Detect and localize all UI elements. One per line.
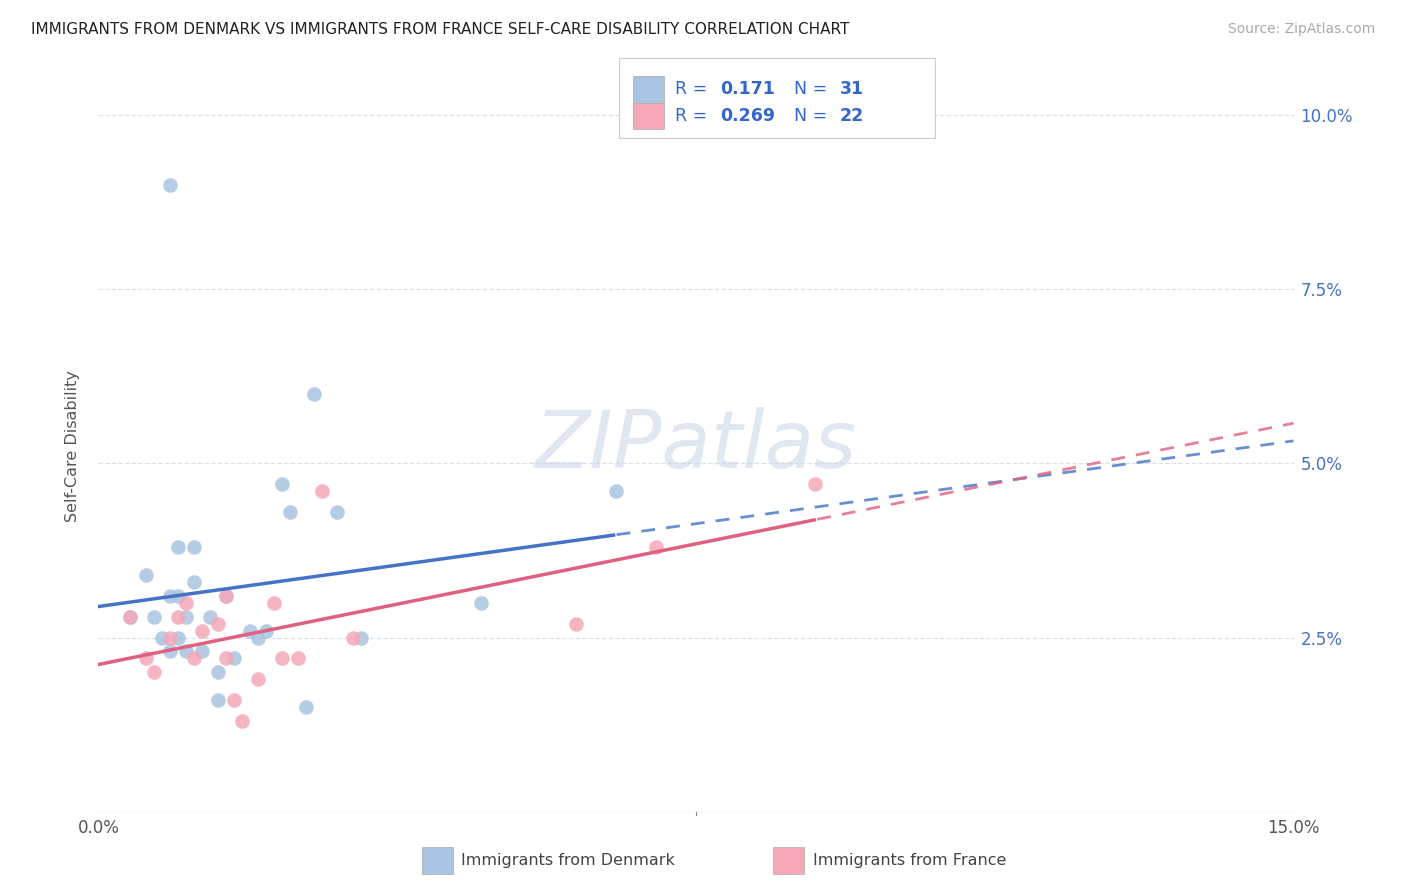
- Point: [183, 574, 205, 589]
- Point: [342, 631, 364, 645]
- Point: [254, 624, 277, 638]
- Text: N =: N =: [794, 107, 834, 125]
- Point: [222, 693, 245, 707]
- Point: [804, 477, 827, 491]
- Point: [159, 644, 181, 658]
- Point: [167, 540, 190, 554]
- Point: [287, 651, 309, 665]
- Text: 0.171: 0.171: [720, 80, 775, 98]
- Point: [191, 644, 214, 658]
- Point: [565, 616, 588, 631]
- Point: [326, 505, 349, 519]
- Point: [231, 714, 253, 728]
- Point: [120, 609, 142, 624]
- Point: [120, 609, 142, 624]
- Point: [143, 609, 166, 624]
- Point: [246, 673, 269, 687]
- Point: [246, 631, 269, 645]
- Point: [278, 505, 301, 519]
- Point: [191, 624, 214, 638]
- Point: [470, 596, 492, 610]
- Point: [198, 609, 221, 624]
- Point: [270, 477, 292, 491]
- Point: [167, 631, 190, 645]
- Point: [159, 631, 181, 645]
- Point: [207, 665, 229, 680]
- Point: [174, 609, 197, 624]
- Point: [135, 567, 157, 582]
- Text: ZIPatlas: ZIPatlas: [534, 407, 858, 485]
- Point: [215, 589, 238, 603]
- Point: [302, 386, 325, 401]
- Point: [150, 631, 173, 645]
- Point: [605, 484, 627, 499]
- Text: N =: N =: [794, 80, 834, 98]
- Text: Source: ZipAtlas.com: Source: ZipAtlas.com: [1227, 22, 1375, 37]
- Text: R =: R =: [675, 107, 713, 125]
- Text: Immigrants from France: Immigrants from France: [813, 854, 1007, 868]
- Point: [167, 589, 190, 603]
- Text: R =: R =: [675, 80, 713, 98]
- Point: [207, 693, 229, 707]
- Point: [215, 589, 238, 603]
- Point: [239, 624, 262, 638]
- Point: [183, 651, 205, 665]
- Point: [645, 540, 668, 554]
- Text: Immigrants from Denmark: Immigrants from Denmark: [461, 854, 675, 868]
- Point: [167, 609, 190, 624]
- Point: [311, 484, 333, 499]
- Point: [270, 651, 292, 665]
- Point: [222, 651, 245, 665]
- Text: 0.269: 0.269: [720, 107, 775, 125]
- Point: [294, 700, 316, 714]
- Point: [183, 540, 205, 554]
- Point: [159, 178, 181, 192]
- Point: [350, 631, 373, 645]
- Point: [174, 644, 197, 658]
- Text: IMMIGRANTS FROM DENMARK VS IMMIGRANTS FROM FRANCE SELF-CARE DISABILITY CORRELATI: IMMIGRANTS FROM DENMARK VS IMMIGRANTS FR…: [31, 22, 849, 37]
- Text: 31: 31: [839, 80, 863, 98]
- Point: [174, 596, 197, 610]
- Point: [215, 651, 238, 665]
- Point: [207, 616, 229, 631]
- Point: [143, 665, 166, 680]
- Point: [135, 651, 157, 665]
- Point: [263, 596, 285, 610]
- Text: 22: 22: [839, 107, 863, 125]
- Y-axis label: Self-Care Disability: Self-Care Disability: [65, 370, 80, 522]
- Point: [159, 589, 181, 603]
